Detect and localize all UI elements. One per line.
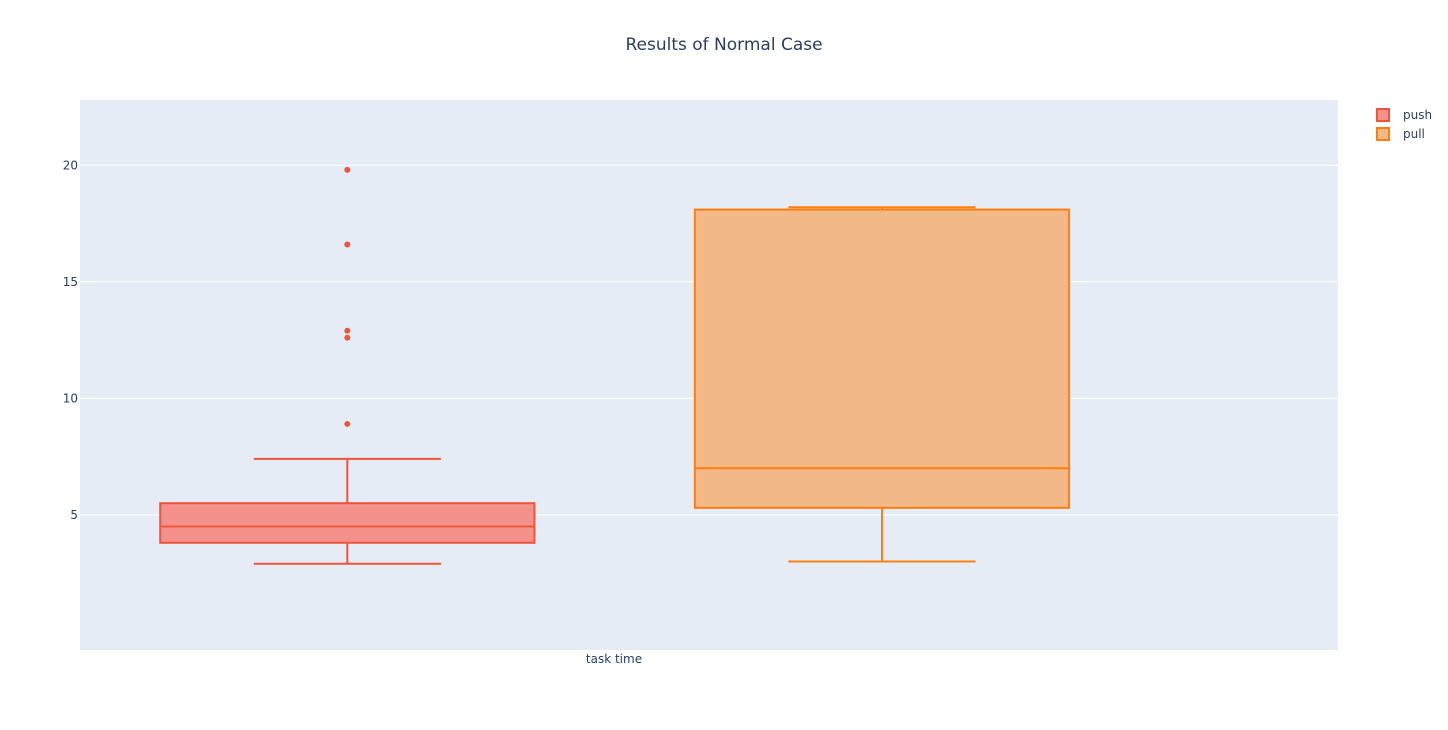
legend-swatch-push bbox=[1376, 108, 1390, 122]
legend-swatch-pull bbox=[1376, 127, 1390, 141]
push-outlier-3 bbox=[344, 241, 351, 248]
box-push bbox=[159, 166, 536, 565]
push-outlier-4 bbox=[344, 166, 351, 173]
y-tick-label-15: 15 bbox=[63, 275, 78, 289]
y-tick-label-20: 20 bbox=[63, 158, 78, 172]
y-tick-label-5: 5 bbox=[70, 508, 78, 522]
legend-label-push: push bbox=[1403, 108, 1432, 122]
chart-title: Results of Normal Case bbox=[625, 35, 822, 55]
y-tick-label-10: 10 bbox=[63, 391, 78, 405]
push-iqr-box bbox=[159, 502, 536, 544]
push-outlier-0 bbox=[344, 420, 351, 427]
y-tick-labels: 5 10 15 20 bbox=[63, 158, 78, 522]
box-traces bbox=[159, 166, 1071, 565]
legend-label-pull: pull bbox=[1403, 127, 1425, 141]
push-outlier-2 bbox=[344, 327, 351, 334]
box-pull bbox=[693, 206, 1071, 563]
legend: push pull bbox=[1376, 108, 1432, 141]
pull-iqr-box bbox=[693, 208, 1071, 509]
x-category-label: task time bbox=[586, 652, 642, 666]
push-outlier-1 bbox=[344, 334, 351, 341]
